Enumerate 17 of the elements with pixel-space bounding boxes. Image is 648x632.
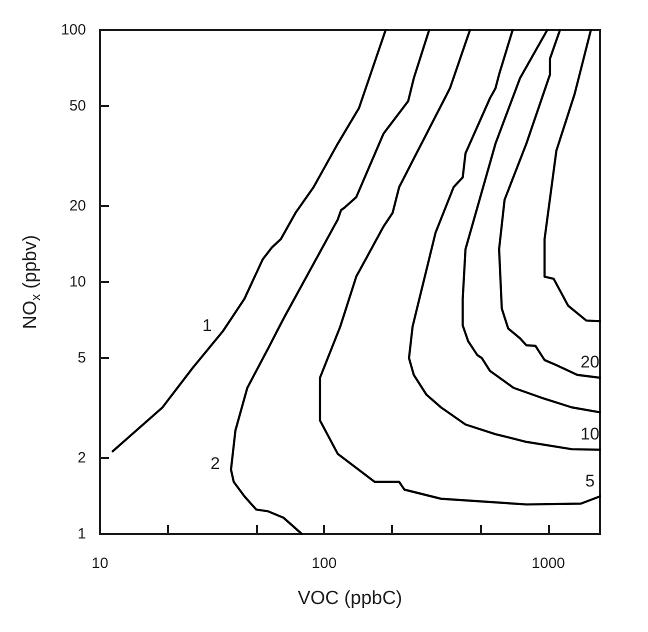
y-tick-label: 100 xyxy=(60,22,86,38)
series-label: 20 xyxy=(580,352,600,372)
x-tick-label: 1000 xyxy=(532,555,566,572)
y-tick-label: 5 xyxy=(78,349,86,366)
x-axis-title: VOC (ppbC) xyxy=(298,588,402,609)
x-tick-label: 100 xyxy=(312,555,337,572)
y-axis-title: NOx (ppbv) xyxy=(20,234,43,330)
y-tick-label: 50 xyxy=(69,97,86,114)
series-label: 10 xyxy=(580,424,600,444)
y-tick-label: 20 xyxy=(69,198,86,215)
series-label: 2 xyxy=(210,454,220,474)
series-label: 1 xyxy=(202,316,212,335)
series-label: 5 xyxy=(585,471,595,490)
y-tick-label: 1 xyxy=(78,526,86,542)
y-tick-label: 2 xyxy=(78,450,86,467)
x-tick-label: 10 xyxy=(92,555,108,572)
y-tick-label: 10 xyxy=(69,274,86,290)
